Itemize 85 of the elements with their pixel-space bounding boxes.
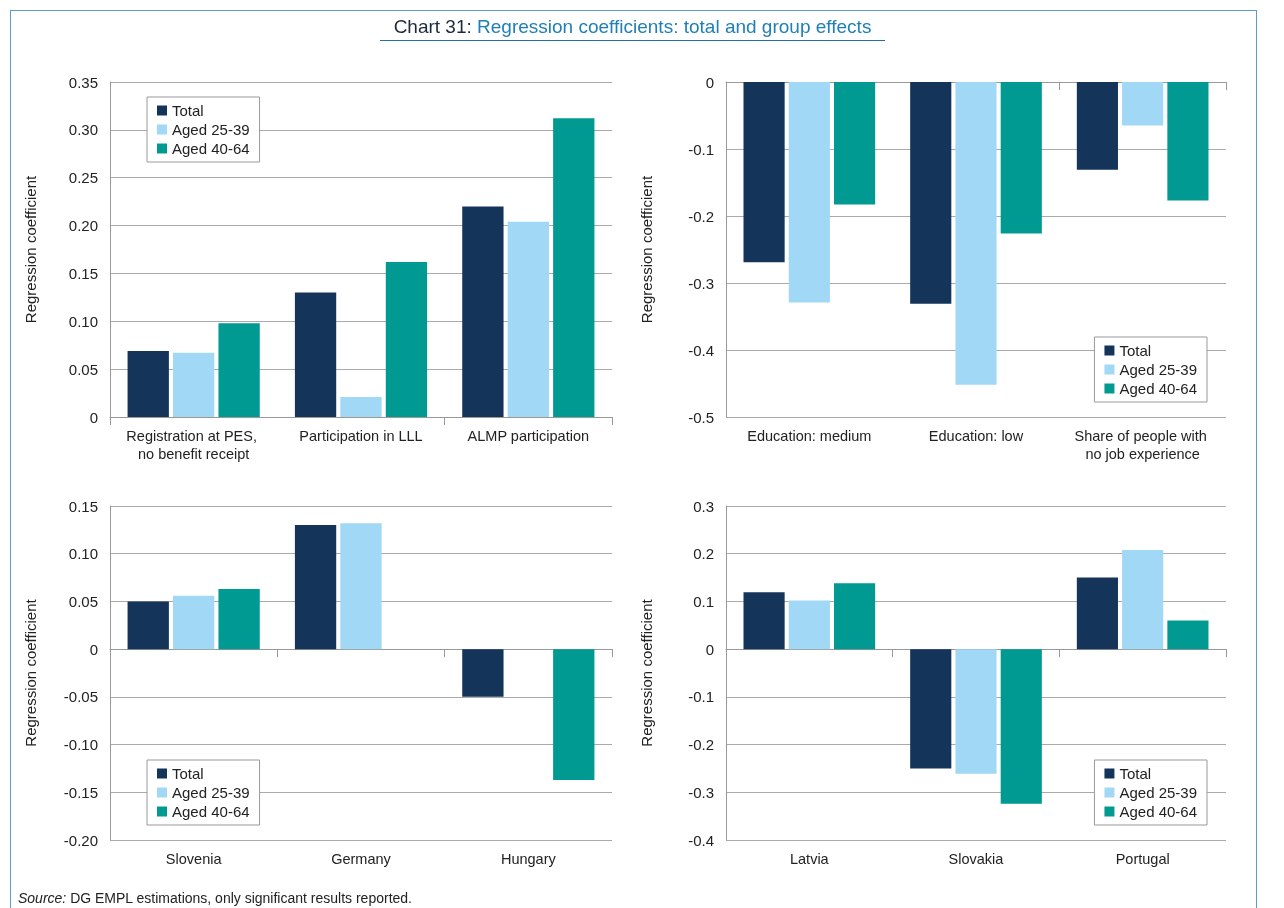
x-tick-label: Registration at PES, no benefit receipt — [126, 428, 261, 462]
y-tick-label: -0.4 — [688, 341, 714, 359]
bar — [173, 595, 215, 650]
y-tick-label: -0.4 — [688, 831, 714, 849]
y-tick-label: 0 — [705, 73, 714, 91]
y-tick-label: 0.05 — [68, 592, 98, 610]
bar — [173, 352, 215, 417]
y-axis-title: Regression coefficient — [638, 598, 655, 747]
bar — [553, 118, 595, 417]
bar — [340, 523, 382, 650]
y-tick-label: 0.15 — [68, 497, 98, 515]
bar — [1122, 549, 1164, 650]
source-note: Source: DG EMPL estimations, only significant results reported. — [18, 890, 412, 906]
x-tick-label: ALMP participation — [467, 428, 590, 444]
y-tick-label: 0 — [705, 640, 714, 658]
bar — [788, 600, 830, 650]
legend-label: Total — [172, 102, 204, 119]
bar — [910, 649, 952, 769]
legend-label: Aged 25-39 — [1119, 361, 1198, 378]
x-tick-label: Slovenia — [165, 851, 223, 867]
bar — [218, 589, 260, 650]
y-tick-label: -0.2 — [688, 736, 714, 754]
y-tick-label: 0.20 — [68, 217, 98, 235]
bar — [294, 525, 337, 650]
x-tick-label: Education: medium — [747, 428, 872, 444]
legend-label: Total — [172, 765, 204, 782]
legend-label: Total — [1119, 342, 1152, 359]
x-tick-label: Participation in LLL — [299, 428, 423, 444]
bar — [553, 649, 595, 780]
y-tick-label: 0.35 — [68, 73, 98, 91]
bar — [1076, 577, 1118, 650]
bar — [507, 221, 549, 417]
legend-label: Aged 40-64 — [172, 140, 250, 157]
y-tick-label: 0.30 — [68, 121, 98, 139]
y-tick-label: -0.20 — [63, 831, 98, 849]
x-tick-label: Slovakia — [948, 851, 1005, 867]
bar — [218, 323, 260, 417]
y-tick-label: 0.25 — [68, 169, 98, 187]
x-tick-label: Share of people with no job experience — [1074, 428, 1211, 462]
bar — [1000, 649, 1042, 804]
y-tick-label: 0 — [89, 408, 98, 426]
bar — [834, 583, 876, 650]
bar — [462, 206, 504, 417]
legend-label: Total — [1119, 765, 1152, 782]
legend-label: Aged 25-39 — [1119, 784, 1198, 801]
y-tick-label: 0.15 — [68, 264, 98, 282]
bar — [340, 396, 382, 417]
y-tick-label: 0.3 — [693, 497, 714, 515]
x-tick-label: Hungary — [500, 851, 557, 867]
y-axis-title: Regression coefficient — [22, 598, 39, 747]
y-tick-label: -0.3 — [688, 274, 714, 292]
y-tick-label: 0.10 — [68, 312, 98, 330]
x-tick-label: Portugal — [1115, 851, 1170, 867]
y-tick-label: 0.2 — [693, 545, 714, 563]
y-tick-label: -0.05 — [63, 688, 98, 706]
bar — [462, 649, 504, 697]
y-tick-label: -0.3 — [688, 783, 714, 801]
x-tick-label: Education: low — [928, 428, 1024, 444]
bar — [127, 601, 169, 650]
y-tick-label: -0.10 — [63, 736, 98, 754]
bar — [294, 292, 337, 417]
bar — [955, 649, 997, 774]
y-tick-label: 0.1 — [693, 592, 714, 610]
y-tick-label: -0.1 — [688, 688, 714, 706]
y-tick-label: -0.1 — [688, 140, 714, 158]
legend-label: Aged 40-64 — [172, 803, 250, 820]
y-tick-label: 0.05 — [68, 360, 98, 378]
y-tick-label: -0.15 — [63, 783, 98, 801]
legend-label: Aged 40-64 — [1119, 380, 1198, 397]
y-tick-label: 0.10 — [68, 545, 98, 563]
bar — [127, 350, 169, 417]
bar — [1167, 620, 1209, 650]
y-axis-title: Regression coefficient — [22, 175, 39, 324]
y-tick-label: 0 — [89, 640, 98, 658]
chart-title: Chart 31: Regression coefficients: total and group effects — [393, 16, 872, 37]
bar — [385, 261, 428, 417]
x-tick-label: Latvia — [789, 851, 830, 867]
y-axis-title: Regression coefficient — [638, 175, 655, 324]
y-tick-label: -0.2 — [688, 207, 714, 225]
legend-label: Aged 25-39 — [172, 784, 250, 801]
legend-label: Aged 25-39 — [172, 121, 250, 138]
y-tick-label: -0.5 — [688, 408, 714, 426]
legend-label: Aged 40-64 — [1119, 803, 1198, 820]
bar — [743, 592, 785, 650]
x-tick-label: Germany — [331, 851, 392, 867]
